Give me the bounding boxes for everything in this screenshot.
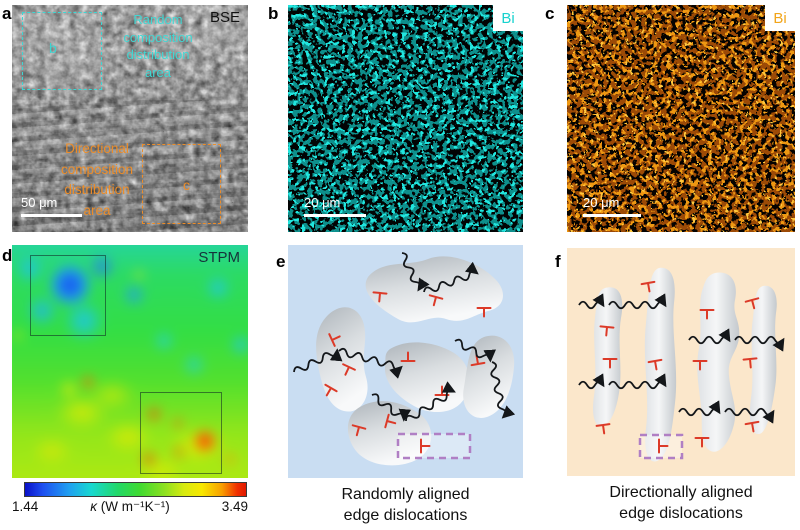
lamellar-banding-texture — [12, 100, 248, 232]
panel-label-c: c — [545, 4, 555, 23]
caption-line: edge dislocations — [619, 505, 743, 522]
dislocation-symbol — [595, 423, 612, 436]
bse-modality-label: BSE — [209, 9, 240, 26]
caption-f: Directionally aligned edge dislocations — [567, 482, 795, 524]
annotation-line: Random — [133, 12, 183, 27]
random-area-annotation: Random composition distribution area — [104, 11, 212, 81]
kappa-symbol: κ — [90, 499, 97, 514]
phonon-wave-arrow — [578, 293, 785, 424]
panel-e-random-dislocations-schematic — [288, 245, 523, 478]
colorbar-min-value: 1.44 — [12, 499, 39, 514]
grain-shape — [316, 307, 368, 412]
caption-e: Randomly aligned edge dislocations — [288, 484, 523, 526]
inset-box-c-label: c — [183, 177, 190, 193]
caption-line: edge dislocations — [343, 507, 468, 524]
inset-box-c: c — [142, 144, 221, 224]
bi-cyan-speckle-texture — [288, 5, 523, 232]
stpm-modality-label: STPM — [198, 249, 240, 266]
panel-c-bi-map-directional: Bi 20 μm — [567, 5, 795, 232]
scalebar-c: 20 μm — [583, 194, 641, 217]
bse-noise-texture — [12, 5, 248, 232]
scalebar-a-line — [21, 214, 82, 217]
grain-shape — [644, 267, 677, 462]
element-label-bi: Bi — [501, 9, 515, 27]
stpm-region-box-bottom — [140, 392, 222, 474]
bse-shading-overlay — [12, 5, 248, 232]
scalebar-a: 50 μm — [21, 194, 82, 217]
directional-dislocations-drawing — [578, 267, 785, 462]
directional-area-annotation: Directional composition distribution are… — [45, 139, 149, 221]
panel-a-bse-micrograph: BSE b Random composition distribution ar… — [12, 5, 248, 232]
grain-shape — [365, 256, 504, 323]
scalebar-c-text: 20 μm — [583, 195, 620, 210]
colorbar-max-value: 3.49 — [221, 499, 248, 514]
colorbar-axis-label: κ (W m⁻¹K⁻¹) — [90, 499, 170, 515]
caption-line: Directionally aligned — [609, 484, 753, 501]
panel-label-f: f — [555, 252, 561, 271]
kappa-units: (W m⁻¹K⁻¹) — [100, 499, 170, 514]
panel-label-e: e — [276, 252, 286, 271]
annotation-line: composition — [60, 161, 134, 177]
panel-label-b: b — [268, 4, 279, 23]
grain-shape — [593, 287, 623, 427]
annotation-line: Directional — [65, 141, 129, 156]
scalebar-a-text: 50 μm — [21, 195, 58, 210]
colorbar-gradient — [24, 482, 247, 497]
inset-box-b-label: b — [49, 40, 57, 56]
grain-shape — [697, 272, 740, 452]
panel-label-a: a — [2, 4, 12, 23]
element-label-bi: Bi — [773, 9, 787, 27]
panel-b-bi-map-random: Bi 20 μm — [288, 5, 523, 232]
caption-line: Randomly aligned — [341, 486, 470, 503]
annotation-line: distribution — [126, 47, 190, 62]
scalebar-b-text: 20 μm — [304, 195, 341, 210]
grain-shape — [749, 285, 777, 435]
panel-d-stpm-map: STPM — [12, 245, 248, 478]
stpm-region-box-top — [30, 255, 106, 336]
scalebar-b: 20 μm — [304, 194, 366, 217]
inset-box-b: b — [22, 12, 102, 90]
annotation-line: composition — [123, 29, 193, 45]
annotation-line: area — [83, 202, 111, 218]
element-label-chip: Bi — [765, 5, 795, 31]
grain-shape — [384, 342, 470, 413]
panel-f-directional-dislocations-schematic — [567, 248, 795, 476]
bi-orange-speckle-texture — [567, 5, 795, 232]
element-label-chip: Bi — [493, 5, 523, 31]
panel-label-d: d — [2, 246, 13, 265]
annotation-line: distribution — [64, 182, 130, 197]
thermal-conductivity-blobs — [12, 245, 248, 478]
scalebar-b-line — [304, 214, 366, 217]
dashed-highlight-box — [396, 432, 472, 460]
scalebar-c-line — [583, 214, 641, 217]
colorbar-labels: 1.44 κ (W m⁻¹K⁻¹) 3.49 — [12, 499, 248, 515]
annotation-line: area — [144, 64, 172, 80]
random-dislocations-drawing — [293, 252, 516, 466]
phonon-wave-arrow — [293, 252, 516, 422]
